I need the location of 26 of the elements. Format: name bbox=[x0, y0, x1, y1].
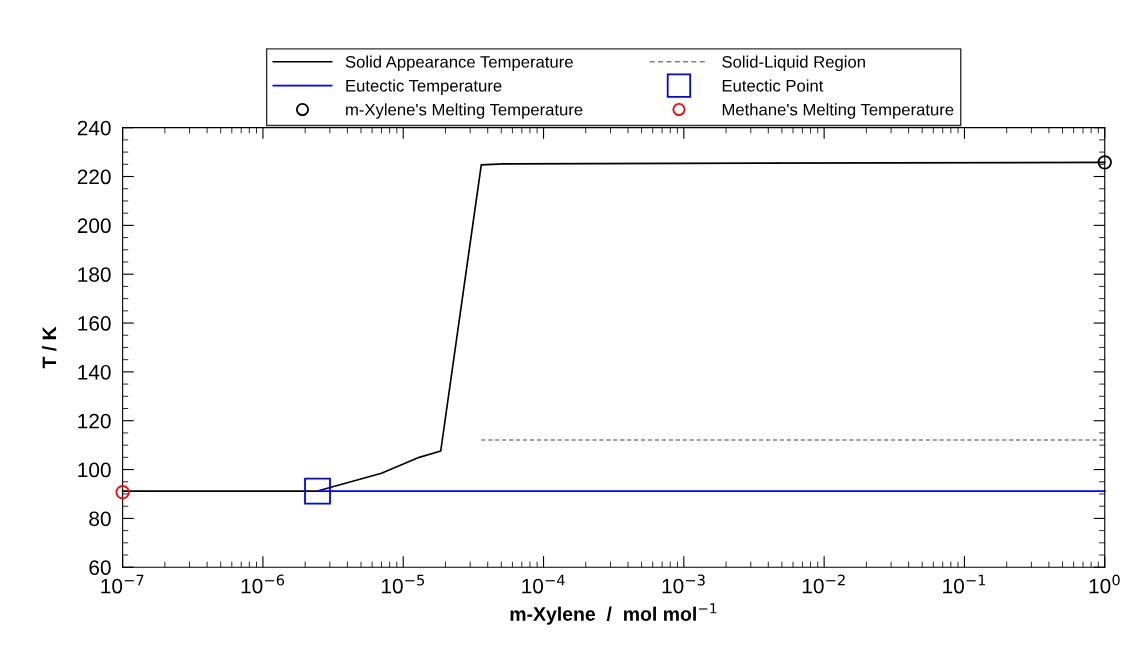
y-tick-label: 100 bbox=[78, 462, 111, 478]
legend-label: Solid-Liquid Region bbox=[722, 55, 865, 72]
y-tick-label: 180 bbox=[78, 267, 111, 282]
legend-label: m-Xylene's Melting Temperature bbox=[346, 103, 583, 119]
legend-label: Eutectic Point bbox=[722, 79, 824, 92]
y-tick-label: 220 bbox=[77, 169, 111, 185]
x-tick-label: 10$^{−3}$ bbox=[662, 574, 705, 594]
x-tick-label: 10$^{−2}$ bbox=[802, 574, 845, 594]
y-axis-title: T / K bbox=[41, 326, 57, 369]
x-tick-label: 10$^{−6}$ bbox=[241, 574, 285, 594]
x-tick-label: 10$^{−7}$ bbox=[101, 574, 144, 594]
y-tick-label: 60 bbox=[89, 560, 111, 575]
x-tick-label: 10$^{−4}$ bbox=[522, 574, 565, 594]
y-tick-label: 120 bbox=[78, 413, 111, 429]
y-tick-label: 240 bbox=[77, 120, 111, 136]
legend-label: Eutectic Temperature bbox=[346, 79, 502, 95]
legend-label: Solid Appearance Temperature bbox=[345, 55, 573, 72]
x-axis-title: m-Xylene / mol mol$^{−1}$ bbox=[510, 603, 717, 625]
y-tick-label: 200 bbox=[77, 218, 111, 234]
x-tick-label: 10$^{−5}$ bbox=[382, 574, 425, 594]
y-tick-label: 160 bbox=[78, 316, 111, 331]
legend-label: Methane's Melting Temperature bbox=[722, 103, 954, 119]
x-tick-label: 10$^{0}$ bbox=[1089, 574, 1120, 594]
y-tick-label: 80 bbox=[89, 511, 111, 527]
y-tick-label: 140 bbox=[78, 364, 111, 380]
x-tick-label: 10$^{−1}$ bbox=[943, 574, 986, 594]
